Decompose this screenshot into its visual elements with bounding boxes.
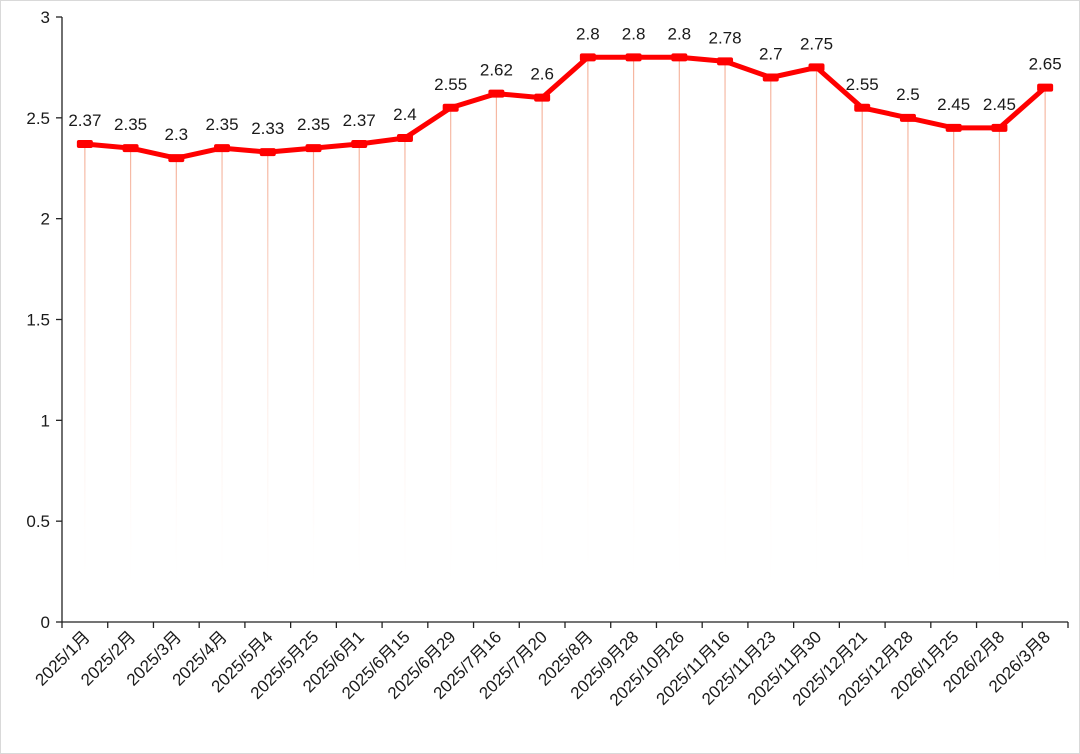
data-label: 2.45	[983, 95, 1016, 114]
data-label: 2.65	[1029, 55, 1062, 74]
drop-line	[84, 144, 86, 611]
drop-line	[267, 152, 269, 610]
drop-line	[404, 138, 406, 610]
data-label: 2.78	[708, 28, 741, 47]
data-point-marker	[991, 123, 1008, 132]
data-point-marker	[76, 140, 93, 149]
data-point-marker	[396, 134, 413, 142]
data-point-marker	[671, 53, 688, 62]
data-label: 2.35	[114, 115, 147, 134]
data-point-marker	[534, 93, 551, 102]
data-label: 2.5	[896, 85, 920, 104]
data-point-marker	[259, 148, 276, 157]
drop-lines	[84, 57, 1046, 611]
drop-line	[495, 93, 498, 611]
data-label: 2.37	[68, 111, 101, 130]
data-point-marker	[168, 154, 185, 163]
data-label: 2.35	[297, 115, 330, 134]
drop-line	[312, 148, 315, 611]
data-point-marker	[625, 53, 642, 62]
drop-line	[632, 57, 635, 611]
data-point-marker	[351, 140, 368, 149]
data-point-marker	[214, 144, 231, 153]
data-label: 2.8	[622, 24, 646, 43]
data-point-marker	[854, 103, 871, 112]
data-label: 2.55	[434, 75, 467, 94]
data-label: 2.55	[846, 75, 879, 94]
data-label: 2.3	[164, 125, 188, 144]
y-tick-label: 2.5	[26, 109, 50, 128]
drop-line	[129, 148, 132, 611]
data-point-marker	[945, 123, 962, 132]
series-path	[82, 54, 1048, 161]
drop-line	[861, 107, 863, 610]
data-labels: 2.37 2.35 2.3 2.35 2.33 2.35 2.37 2.4 2.55 2.62 2.…	[68, 24, 1061, 144]
drop-line	[998, 127, 1001, 611]
y-tick-label: 1.5	[26, 311, 50, 330]
drop-line	[587, 57, 589, 611]
drop-line	[724, 61, 726, 611]
y-tick-label: 1	[41, 411, 50, 430]
drop-line	[450, 107, 452, 610]
y-tick-label: 2	[41, 210, 50, 229]
drop-line	[358, 144, 360, 611]
drop-line	[221, 148, 223, 611]
series-line	[76, 53, 1054, 163]
data-label: 2.7	[759, 45, 783, 64]
data-point-marker	[717, 57, 734, 66]
data-point-marker	[762, 73, 779, 82]
data-label: 2.62	[480, 61, 513, 80]
y-tick-label: 3	[41, 8, 50, 27]
data-label: 2.75	[800, 34, 833, 53]
drop-line	[953, 127, 955, 611]
drop-line	[678, 57, 680, 611]
data-label: 2.6	[530, 65, 554, 84]
data-point-marker	[579, 53, 596, 62]
data-point-marker	[899, 113, 916, 122]
y-tick-label: 0.5	[26, 512, 50, 531]
drop-line	[541, 97, 543, 610]
data-label: 2.37	[343, 111, 376, 130]
data-label: 2.4	[393, 105, 417, 124]
data-label: 2.45	[937, 95, 970, 114]
drop-line	[770, 77, 772, 610]
data-label: 2.35	[205, 115, 238, 134]
data-point-marker	[488, 89, 505, 98]
drop-line	[175, 158, 177, 610]
data-point-marker	[305, 144, 322, 153]
data-point-marker	[442, 103, 459, 112]
drop-line	[907, 117, 909, 610]
drop-line	[1044, 87, 1046, 611]
y-tick-label: 0	[41, 613, 50, 632]
data-point-marker	[808, 63, 825, 72]
axes: 00.511.522.532025/1月2025/2月2025/3月2025/4…	[26, 8, 1069, 710]
data-label: 2.8	[576, 24, 600, 43]
data-label: 2.8	[667, 24, 691, 43]
data-point-marker	[1037, 83, 1054, 92]
data-label: 2.33	[251, 119, 284, 138]
data-point-marker	[122, 144, 139, 153]
drop-line	[815, 67, 818, 610]
